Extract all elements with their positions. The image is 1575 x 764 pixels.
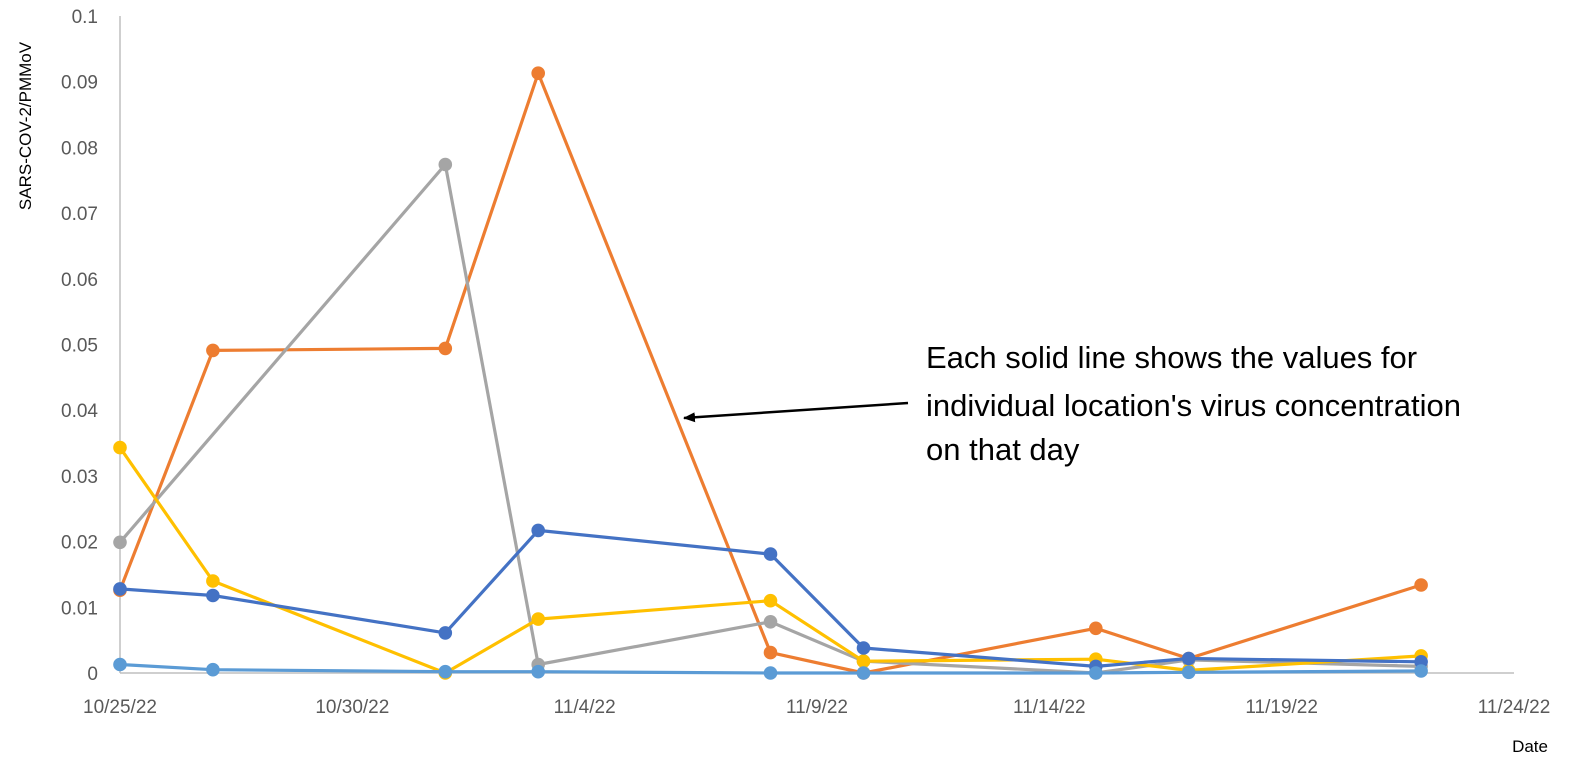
data-point [763, 547, 778, 561]
data-point [1414, 578, 1428, 592]
data-point [113, 535, 127, 550]
data-point [438, 664, 453, 679]
data-point [206, 574, 220, 588]
data-point [531, 523, 545, 538]
data-point [531, 612, 545, 626]
x-tick-label: 11/19/22 [1245, 697, 1318, 718]
y-tick-label: 0.08 [61, 138, 98, 159]
data-point [1089, 666, 1103, 680]
data-point [856, 666, 871, 680]
data-point [1089, 621, 1103, 636]
data-point [531, 664, 545, 679]
y-axis: 0 0.01 0.02 0.03 0.04 0.05 0.06 0.07 0.08 0.09 0.1 [61, 7, 121, 685]
x-axis-title: Date [1512, 737, 1548, 756]
y-tick-label: 0.03 [61, 467, 98, 488]
annotation-line-1: Each solid line shows the values for [926, 340, 1417, 375]
series-5 [113, 657, 1428, 680]
data-point [206, 343, 220, 358]
x-tick-label: 11/4/22 [554, 697, 616, 718]
y-tick-label: 0.04 [61, 401, 98, 422]
annotation-arrow [683, 401, 909, 423]
data-point [763, 645, 778, 660]
x-tick-label: 11/24/22 [1478, 697, 1551, 718]
y-tick-label: 0 [87, 664, 98, 685]
y-axis-title: SARS-COV-2/PMMoV [16, 41, 35, 210]
data-point [438, 157, 453, 172]
data-point [856, 654, 871, 668]
data-point [438, 626, 453, 640]
data-point [113, 440, 127, 455]
y-tick-label: 0.05 [61, 336, 98, 357]
data-point [1181, 651, 1196, 666]
y-tick-label: 0.1 [72, 7, 98, 28]
series-line [118, 162, 1422, 675]
series-group [113, 66, 1428, 680]
y-tick-label: 0.02 [61, 533, 98, 554]
data-point [113, 582, 127, 596]
y-tick-label: 0.07 [61, 204, 98, 225]
data-point [438, 341, 453, 356]
x-tick-label: 11/9/22 [786, 697, 848, 718]
data-point [1181, 665, 1196, 680]
data-point [206, 588, 220, 603]
y-tick-label: 0.06 [61, 270, 98, 291]
data-point [1414, 664, 1428, 678]
data-point [206, 662, 220, 677]
annotation-line-2: individual location's virus concentratio… [926, 388, 1461, 423]
annotation-line-3: on that day [926, 432, 1080, 467]
x-tick-label: 11/14/22 [1013, 697, 1086, 718]
x-tick-label: 10/25/22 [83, 697, 157, 718]
data-point [531, 66, 545, 80]
y-tick-label: 0.09 [61, 73, 98, 94]
data-point [763, 615, 778, 629]
data-point [856, 641, 871, 655]
data-point [113, 657, 127, 672]
x-tick-label: 10/30/22 [315, 697, 389, 718]
data-point [763, 666, 778, 680]
y-tick-label: 0.01 [61, 598, 98, 619]
data-point [763, 593, 778, 608]
x-axis: 10/25/22 10/30/22 11/4/22 11/9/22 11/14/22 11… [83, 672, 1551, 718]
annotation: Each solid line shows the values for ind… [683, 340, 1461, 467]
